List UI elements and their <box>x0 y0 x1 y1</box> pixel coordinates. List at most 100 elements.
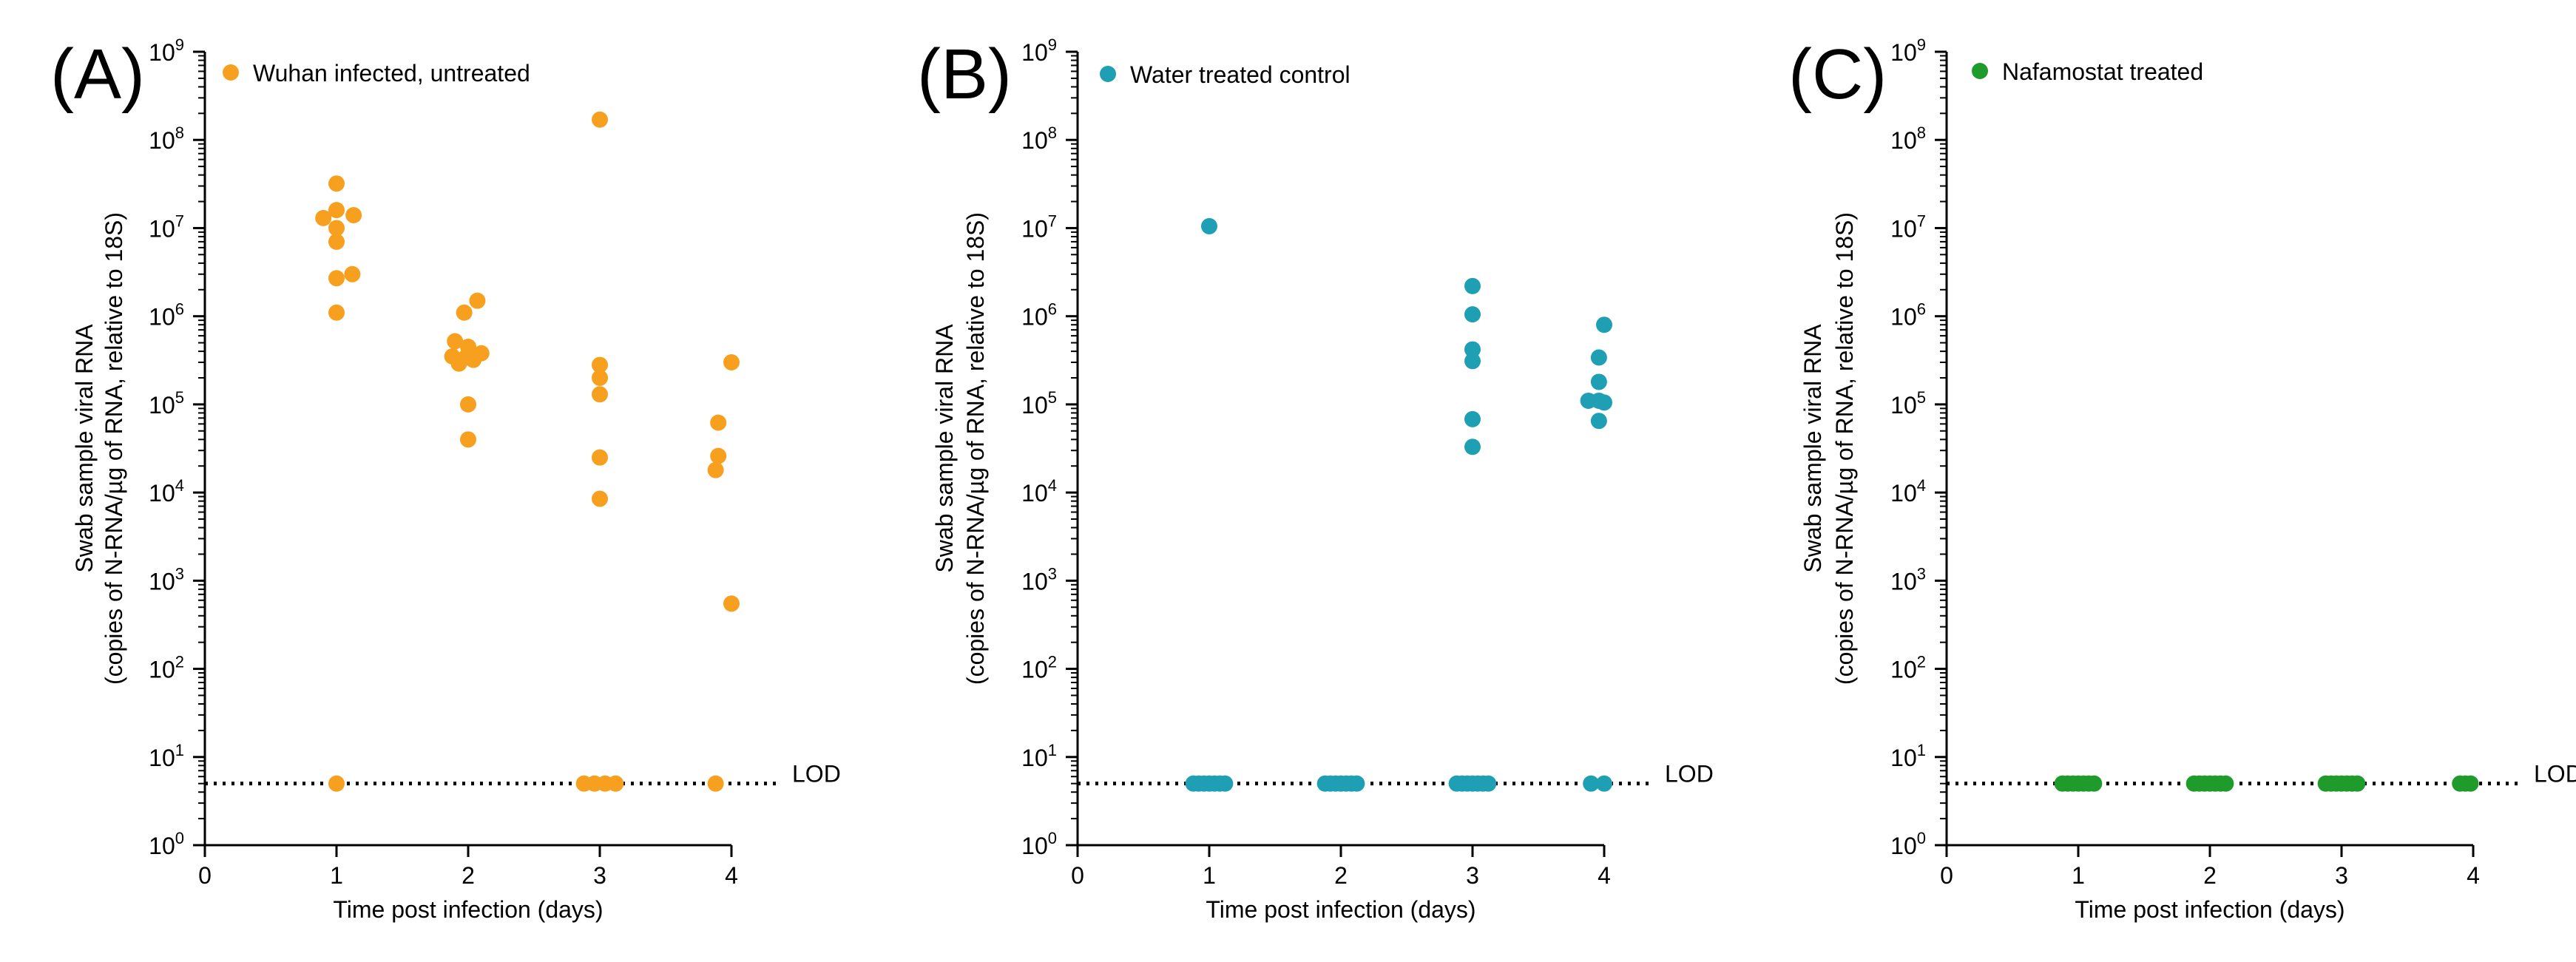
panel-b-data-point <box>1464 306 1481 323</box>
panel-c-y-tick-label: 107 <box>1890 211 1926 242</box>
panel-a-data-point <box>592 111 608 128</box>
panel-a-x-tick-label: 1 <box>330 862 343 889</box>
panel-a-y-tick-label: 105 <box>149 388 184 419</box>
panel-b-x-tick-label: 4 <box>1598 862 1611 889</box>
panel-c-y-tick-label: 102 <box>1890 653 1926 683</box>
panel-c-data-point <box>2217 775 2234 792</box>
panel-a-data-point <box>723 595 740 612</box>
panel-a-y-axis-title: Swab sample viral RNA <box>71 324 98 573</box>
panel-c-y-tick-label: 106 <box>1890 300 1926 331</box>
panel-c-y-tick-label: 108 <box>1890 123 1926 154</box>
panel-c-x-axis-title: Time post infection (days) <box>2075 896 2345 923</box>
panel-b-y-tick-label: 101 <box>1021 741 1057 771</box>
panel-b-y-tick-label: 106 <box>1021 300 1057 331</box>
panel-a-data-point <box>710 447 727 464</box>
panel-a-data-point <box>723 354 740 371</box>
panel-a-data-point <box>344 265 361 282</box>
panel-a-data-point <box>469 292 486 309</box>
panel-b-data-point <box>1348 775 1365 792</box>
panel-b-y-tick-label: 109 <box>1021 35 1057 66</box>
panel-a-x-axis-title: Time post infection (days) <box>333 896 603 923</box>
panel-a-x-tick-label: 0 <box>198 862 212 889</box>
panel-a-data-point <box>592 490 608 507</box>
panel-c-x-tick-label: 3 <box>2335 862 2348 889</box>
panel-b-y-tick-label: 108 <box>1021 123 1057 154</box>
panel-a-y-tick-label: 106 <box>149 300 184 331</box>
panel-a-data-point <box>592 356 608 373</box>
panel-a-y-axis-subtitle: (copies of N-RNA/µg of RNA, relative to … <box>101 212 127 685</box>
panel-b-y-tick-label: 104 <box>1021 476 1057 507</box>
panel-b-x-tick-label: 1 <box>1203 862 1216 889</box>
panel-c-y-tick-label: 104 <box>1890 476 1926 507</box>
panel-b-y-axis-subtitle: (copies of N-RNA/µg of RNA, relative to … <box>962 212 989 685</box>
panel-a-y-tick-label: 104 <box>149 476 184 507</box>
panel-b-label: (B) <box>917 35 1012 114</box>
panel-b-x-tick-label: 0 <box>1071 862 1084 889</box>
panel-c-y-axis-title: Swab sample viral RNA <box>1799 324 1826 573</box>
panel-b-y-tick-label: 107 <box>1021 211 1057 242</box>
panel-c-legend-marker <box>1972 63 1988 79</box>
panel-a-data-point <box>328 202 345 219</box>
panel-c-y-axis-subtitle: (copies of N-RNA/µg of RNA, relative to … <box>1831 212 1858 685</box>
panel-a-data-point <box>328 775 345 792</box>
panel-a-data-point <box>345 207 362 224</box>
panel-b-data-point <box>1583 775 1600 792</box>
panel-c-x-tick-label: 0 <box>1940 862 1953 889</box>
panel-b-y-tick-label: 103 <box>1021 564 1057 595</box>
panel-a-data-point <box>707 461 724 478</box>
panel-b-data-point <box>1480 775 1497 792</box>
panel-c-y-tick-label: 103 <box>1890 564 1926 595</box>
panel-a-y-tick-label: 103 <box>149 564 184 595</box>
panel-c: (C) 100 101 102 103 104 105 106 107 108 109 0 1 2 3 4 Ti… <box>1788 35 2576 923</box>
panel-b-data-point <box>1464 410 1481 427</box>
panel-a-data-point <box>328 175 345 192</box>
panel-a-data-point <box>328 220 345 237</box>
panel-b-y-tick-label: 105 <box>1021 388 1057 419</box>
panel-a-data-point <box>447 333 464 350</box>
panel-a-data-point <box>328 233 345 250</box>
panel-c-data-point <box>2086 775 2103 792</box>
panel-a-y-tick-label: 101 <box>149 741 184 771</box>
panel-a-data-point <box>707 775 724 792</box>
panel-a: (A) 100 101 102 103 104 105 106 107 108 109 0 1 2 3 4 Ti… <box>50 35 841 923</box>
panel-b-data-point <box>1590 349 1607 366</box>
panel-a-y-tick-label: 107 <box>149 211 184 242</box>
panel-b-data-point <box>1464 277 1481 294</box>
panel-a-data-point <box>460 396 476 413</box>
panel-a-data-point <box>460 431 476 448</box>
panel-b-data-point <box>1596 775 1612 792</box>
panel-a-y-tick-label: 108 <box>149 123 184 154</box>
panel-a-x-tick-label: 4 <box>725 862 738 889</box>
panel-b-data-point <box>1596 316 1612 333</box>
panel-a-y-tick-label: 100 <box>149 829 184 859</box>
panel-c-data-point <box>2349 775 2366 792</box>
panel-a-data-point <box>456 304 473 321</box>
panel-b-legend-marker <box>1100 66 1116 82</box>
panel-c-x-tick-label: 4 <box>2467 862 2480 889</box>
panel-a-data-point <box>315 209 332 226</box>
panel-c-data-point <box>2462 775 2479 792</box>
panel-a-data-point <box>592 386 608 403</box>
panel-b-data-point <box>1464 341 1481 358</box>
panel-a-data-point <box>328 270 345 287</box>
panel-a-label: (A) <box>50 35 145 114</box>
panel-c-y-tick-label: 101 <box>1890 741 1926 771</box>
panel-b-data-point <box>1596 394 1612 411</box>
panel-b-data-point <box>1464 353 1481 370</box>
panel-a-data-point <box>607 775 624 792</box>
panel-b-legend-label: Water treated control <box>1130 61 1350 88</box>
panel-a-data-point <box>465 351 482 368</box>
panel-a-data-point <box>592 369 608 386</box>
panel-c-x-tick-label: 1 <box>2072 862 2085 889</box>
panel-a-data-point <box>450 355 467 372</box>
panel-a-data-point <box>592 449 608 466</box>
panel-c-x-tick-label: 2 <box>2203 862 2217 889</box>
panel-b-lod-label: LOD <box>1665 761 1714 787</box>
panel-a-x-tick-label: 2 <box>462 862 475 889</box>
panel-a-legend-marker <box>223 64 239 81</box>
panel-a-data-point <box>710 414 727 431</box>
panel-b-data-point <box>1464 438 1481 455</box>
panel-c-y-tick-label: 105 <box>1890 388 1926 419</box>
panel-b: (B) 100 101 102 103 104 105 106 107 108 109 0 1 2 3 4 Ti… <box>917 35 1714 923</box>
